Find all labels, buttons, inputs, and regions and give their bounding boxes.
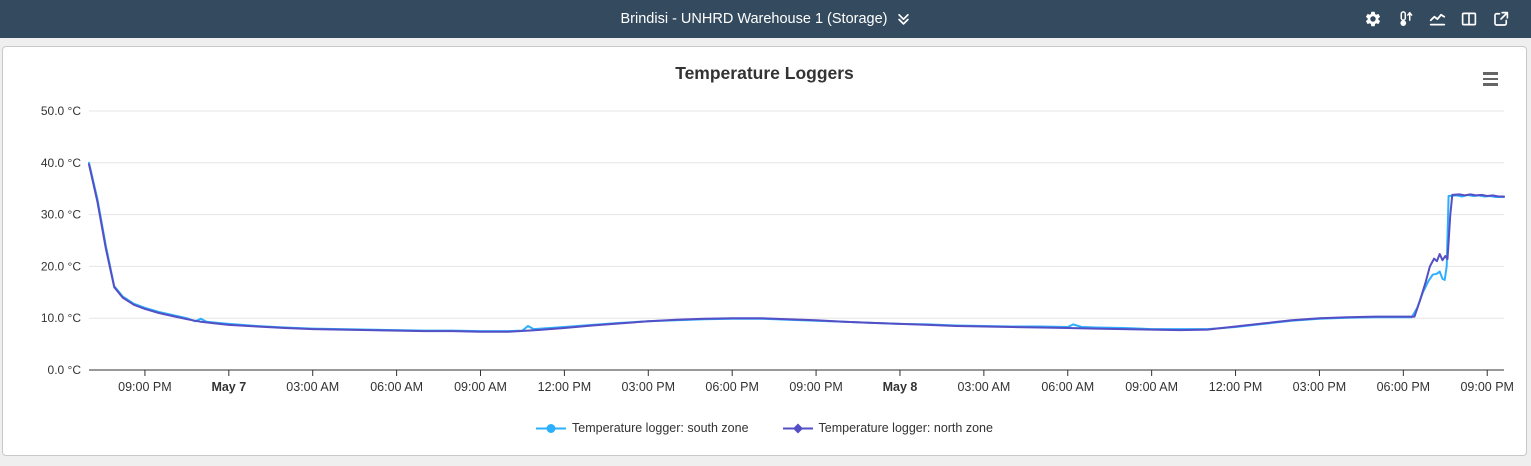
x-axis-label: 09:00 AM (1125, 380, 1178, 394)
y-axis-label: 10.0 °C (41, 311, 81, 325)
legend-marker-diamond-icon (782, 423, 813, 433)
y-axis-label: 40.0 °C (41, 156, 81, 170)
table-view-button[interactable] (1459, 9, 1479, 29)
x-axis-label: 06:00 PM (1377, 380, 1431, 394)
x-axis-label: 03:00 PM (622, 380, 676, 394)
legend-marker-circle-icon (536, 423, 567, 433)
legend-item-north-zone[interactable]: Temperature logger: north zone (782, 421, 993, 435)
columns-icon (1461, 12, 1477, 26)
menu-bar-icon (1483, 77, 1498, 80)
x-axis-label: 06:00 PM (705, 380, 759, 394)
chart-context-menu-button[interactable] (1481, 70, 1500, 88)
chart-card: Temperature Loggers 0.0 °C 10.0 °C 20.0 °C… (2, 46, 1527, 456)
chart-view-button[interactable] (1427, 9, 1447, 29)
x-axis-label: 09:00 PM (118, 380, 172, 394)
series-line-north-zone (88, 163, 1505, 333)
chart-title: Temperature Loggers (675, 63, 854, 83)
temperature-button[interactable] (1395, 9, 1415, 29)
open-external-button[interactable] (1491, 9, 1511, 29)
location-selector-button[interactable]: Brindisi - UNHRD Warehouse 1 (Storage) (0, 0, 1531, 38)
x-axis-label: 09:00 PM (1460, 380, 1514, 394)
legend-label: Temperature logger: south zone (572, 421, 749, 435)
header-title: Brindisi - UNHRD Warehouse 1 (Storage) (620, 11, 888, 27)
y-axis-label: 30.0 °C (41, 208, 81, 222)
header-bar: Brindisi - UNHRD Warehouse 1 (Storage) (0, 0, 1531, 38)
line-chart-icon (1429, 13, 1445, 26)
legend-item-south-zone[interactable]: Temperature logger: south zone (536, 421, 749, 435)
y-axis-label: 0.0 °C (48, 363, 82, 377)
x-axis-label: 03:00 PM (1293, 380, 1347, 394)
y-axis-label: 50.0 °C (41, 104, 81, 118)
x-axis-label: 12:00 PM (538, 380, 592, 394)
x-axis-label: 03:00 AM (957, 380, 1010, 394)
temperature-chart-plot: 0.0 °C 10.0 °C 20.0 °C 30.0 °C 40.0 °C 50.0 °… (41, 104, 1514, 394)
series-line-south-zone (88, 161, 1505, 333)
x-axis-label: May 8 (883, 380, 918, 394)
y-axis-label: 20.0 °C (41, 259, 81, 273)
header-toolbar (1363, 0, 1511, 38)
chart-legend: Temperature logger: south zone Temperatur… (3, 421, 1526, 435)
x-axis-label: 09:00 AM (454, 380, 507, 394)
menu-bar-icon (1483, 83, 1498, 86)
double-chevron-down-icon (897, 13, 909, 25)
x-axis-label: 09:00 PM (789, 380, 843, 394)
settings-button[interactable] (1363, 9, 1383, 29)
x-axis-label: May 7 (211, 380, 246, 394)
x-axis-label: 03:00 AM (286, 380, 339, 394)
x-axis-label: 06:00 AM (370, 380, 423, 394)
x-axis-label: 12:00 PM (1209, 380, 1263, 394)
legend-label: Temperature logger: north zone (818, 421, 993, 435)
settings-icon (1365, 11, 1381, 27)
menu-bar-icon (1483, 72, 1498, 75)
thermometer-up-icon (1400, 11, 1413, 26)
x-axis-label: 06:00 AM (1041, 380, 1094, 394)
external-link-icon (1494, 11, 1509, 26)
